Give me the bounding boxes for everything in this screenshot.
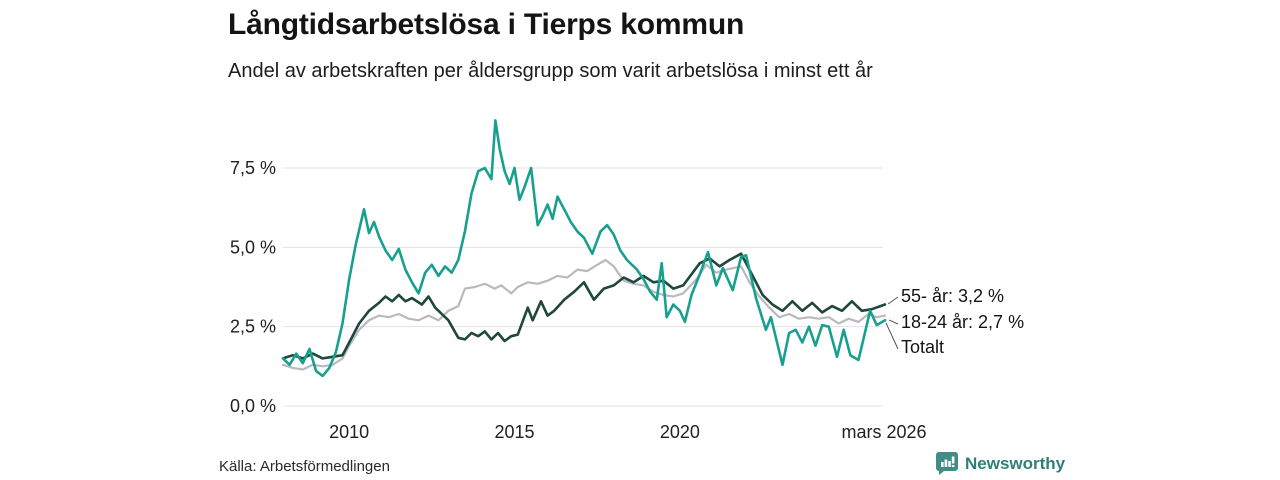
series-line-totalt: [281, 258, 887, 371]
newsworthy-logo-icon: [936, 452, 958, 475]
annotation-connector: [885, 322, 899, 350]
x-tick-label: 2010: [329, 422, 369, 442]
gridlines: [283, 167, 883, 407]
y-tick-label: 7,5 %: [230, 158, 276, 178]
x-tick-label: mars 2026: [841, 422, 926, 442]
y-tick-label: 0,0 %: [230, 396, 276, 416]
annotation-label: 18-24 år: 2,7 %: [901, 312, 1024, 332]
x-tick-label: 2015: [495, 422, 535, 442]
page-subtitle: Andel av arbetskraften per åldersgrupp s…: [228, 60, 873, 82]
annotation-label: 55- år: 3,2 %: [901, 286, 1004, 306]
series-annotations: 55- år: 3,2 % 18-24 år: 2,7 % Totalt: [885, 286, 1024, 357]
series-line-55-r: [281, 252, 887, 360]
page-title: Långtidsarbetslösa i Tierps kommun: [228, 8, 745, 41]
brand-footer: Newsworthy: [936, 452, 1065, 475]
y-tick-label: 2,5 %: [230, 317, 276, 337]
annotation-label: Totalt: [901, 337, 944, 357]
annotation-connector: [887, 296, 899, 305]
x-axis-labels: 2010 2015 2020 mars 2026: [329, 422, 926, 442]
y-axis-labels: 0,0 % 2,5 % 5,0 % 7,5 %: [230, 158, 276, 416]
series-lines: [281, 119, 887, 378]
annotation-connector: [888, 319, 899, 325]
y-tick-label: 5,0 %: [230, 237, 276, 257]
source-caption: Källa: Arbetsförmedlingen: [219, 458, 390, 475]
series-line-18-24-r: [281, 119, 887, 378]
brand-name: Newsworthy: [965, 453, 1066, 473]
x-tick-label: 2020: [660, 422, 700, 442]
